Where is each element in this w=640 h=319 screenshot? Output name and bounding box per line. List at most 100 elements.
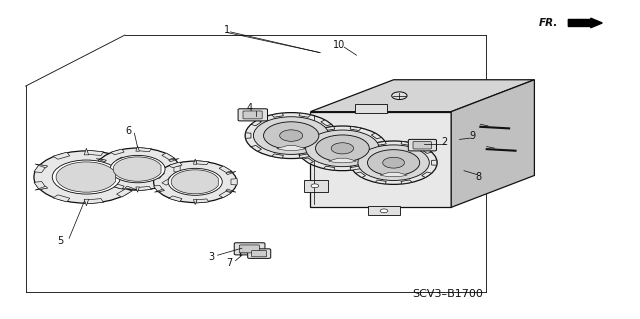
- Polygon shape: [219, 166, 232, 173]
- Polygon shape: [53, 195, 70, 202]
- Text: 9: 9: [469, 130, 476, 141]
- Polygon shape: [136, 187, 140, 192]
- Polygon shape: [231, 179, 237, 185]
- Polygon shape: [375, 180, 386, 184]
- Polygon shape: [350, 166, 361, 170]
- Polygon shape: [111, 183, 124, 189]
- Polygon shape: [96, 159, 106, 162]
- Polygon shape: [154, 172, 163, 178]
- Text: 1: 1: [224, 25, 230, 35]
- Polygon shape: [95, 159, 106, 166]
- Polygon shape: [171, 170, 218, 194]
- Bar: [304, 180, 328, 191]
- Circle shape: [306, 130, 379, 167]
- Polygon shape: [272, 154, 284, 158]
- Circle shape: [52, 160, 120, 194]
- Polygon shape: [169, 196, 182, 202]
- Circle shape: [367, 150, 420, 176]
- Polygon shape: [111, 149, 124, 155]
- Text: 3: 3: [208, 252, 214, 262]
- FancyBboxPatch shape: [234, 243, 265, 255]
- Text: SCV3–B1700: SCV3–B1700: [412, 289, 483, 299]
- Polygon shape: [113, 157, 161, 181]
- Circle shape: [60, 164, 113, 190]
- Text: 10: 10: [333, 40, 346, 50]
- Polygon shape: [251, 120, 262, 126]
- Polygon shape: [154, 189, 164, 192]
- Circle shape: [34, 151, 139, 203]
- FancyBboxPatch shape: [252, 250, 267, 257]
- Bar: [355, 104, 387, 113]
- Polygon shape: [53, 152, 70, 159]
- Polygon shape: [35, 164, 48, 168]
- Polygon shape: [299, 113, 310, 117]
- Polygon shape: [356, 148, 365, 153]
- Polygon shape: [310, 112, 451, 207]
- Text: 2: 2: [442, 137, 448, 147]
- Polygon shape: [299, 154, 310, 158]
- Polygon shape: [350, 126, 361, 130]
- Circle shape: [280, 130, 303, 141]
- Circle shape: [116, 159, 159, 180]
- FancyBboxPatch shape: [238, 109, 268, 121]
- Polygon shape: [169, 176, 179, 180]
- Polygon shape: [154, 172, 164, 174]
- Circle shape: [332, 143, 354, 154]
- Polygon shape: [196, 161, 209, 165]
- Polygon shape: [226, 189, 236, 192]
- Polygon shape: [251, 145, 262, 151]
- Polygon shape: [431, 160, 437, 165]
- Polygon shape: [277, 146, 305, 151]
- Polygon shape: [35, 186, 48, 190]
- Polygon shape: [193, 159, 197, 164]
- FancyBboxPatch shape: [248, 249, 271, 258]
- Polygon shape: [84, 148, 88, 155]
- Polygon shape: [375, 141, 386, 145]
- Polygon shape: [371, 133, 381, 139]
- Polygon shape: [350, 160, 356, 165]
- FancyBboxPatch shape: [408, 139, 436, 151]
- FancyBboxPatch shape: [413, 142, 431, 149]
- Polygon shape: [154, 185, 163, 192]
- FancyBboxPatch shape: [243, 111, 262, 119]
- Text: 6: 6: [125, 126, 131, 136]
- Polygon shape: [422, 148, 431, 153]
- Polygon shape: [226, 172, 236, 174]
- Polygon shape: [138, 148, 151, 152]
- Polygon shape: [310, 80, 534, 112]
- Polygon shape: [401, 180, 412, 184]
- Polygon shape: [381, 146, 387, 151]
- Polygon shape: [321, 120, 332, 126]
- Circle shape: [298, 126, 387, 171]
- Circle shape: [110, 155, 165, 183]
- Circle shape: [392, 92, 407, 100]
- Polygon shape: [95, 173, 106, 179]
- Circle shape: [174, 171, 216, 192]
- Polygon shape: [356, 172, 365, 177]
- Polygon shape: [272, 113, 284, 117]
- Polygon shape: [138, 186, 151, 190]
- Polygon shape: [132, 173, 140, 181]
- Circle shape: [350, 141, 437, 184]
- Polygon shape: [422, 172, 431, 177]
- Polygon shape: [88, 150, 104, 155]
- FancyArrow shape: [568, 18, 602, 28]
- Polygon shape: [380, 172, 407, 177]
- Polygon shape: [84, 199, 88, 206]
- Polygon shape: [125, 186, 138, 190]
- Polygon shape: [162, 153, 174, 160]
- Text: 4: 4: [246, 103, 253, 114]
- Circle shape: [316, 135, 369, 162]
- Polygon shape: [162, 179, 174, 185]
- Polygon shape: [34, 164, 46, 173]
- Text: 5: 5: [58, 236, 64, 246]
- Polygon shape: [303, 158, 314, 164]
- Circle shape: [264, 122, 319, 149]
- Text: FR.: FR.: [539, 18, 558, 28]
- FancyBboxPatch shape: [239, 245, 259, 253]
- Polygon shape: [174, 166, 180, 172]
- Polygon shape: [332, 133, 337, 138]
- Polygon shape: [34, 182, 46, 190]
- Circle shape: [168, 168, 222, 195]
- Polygon shape: [193, 199, 197, 205]
